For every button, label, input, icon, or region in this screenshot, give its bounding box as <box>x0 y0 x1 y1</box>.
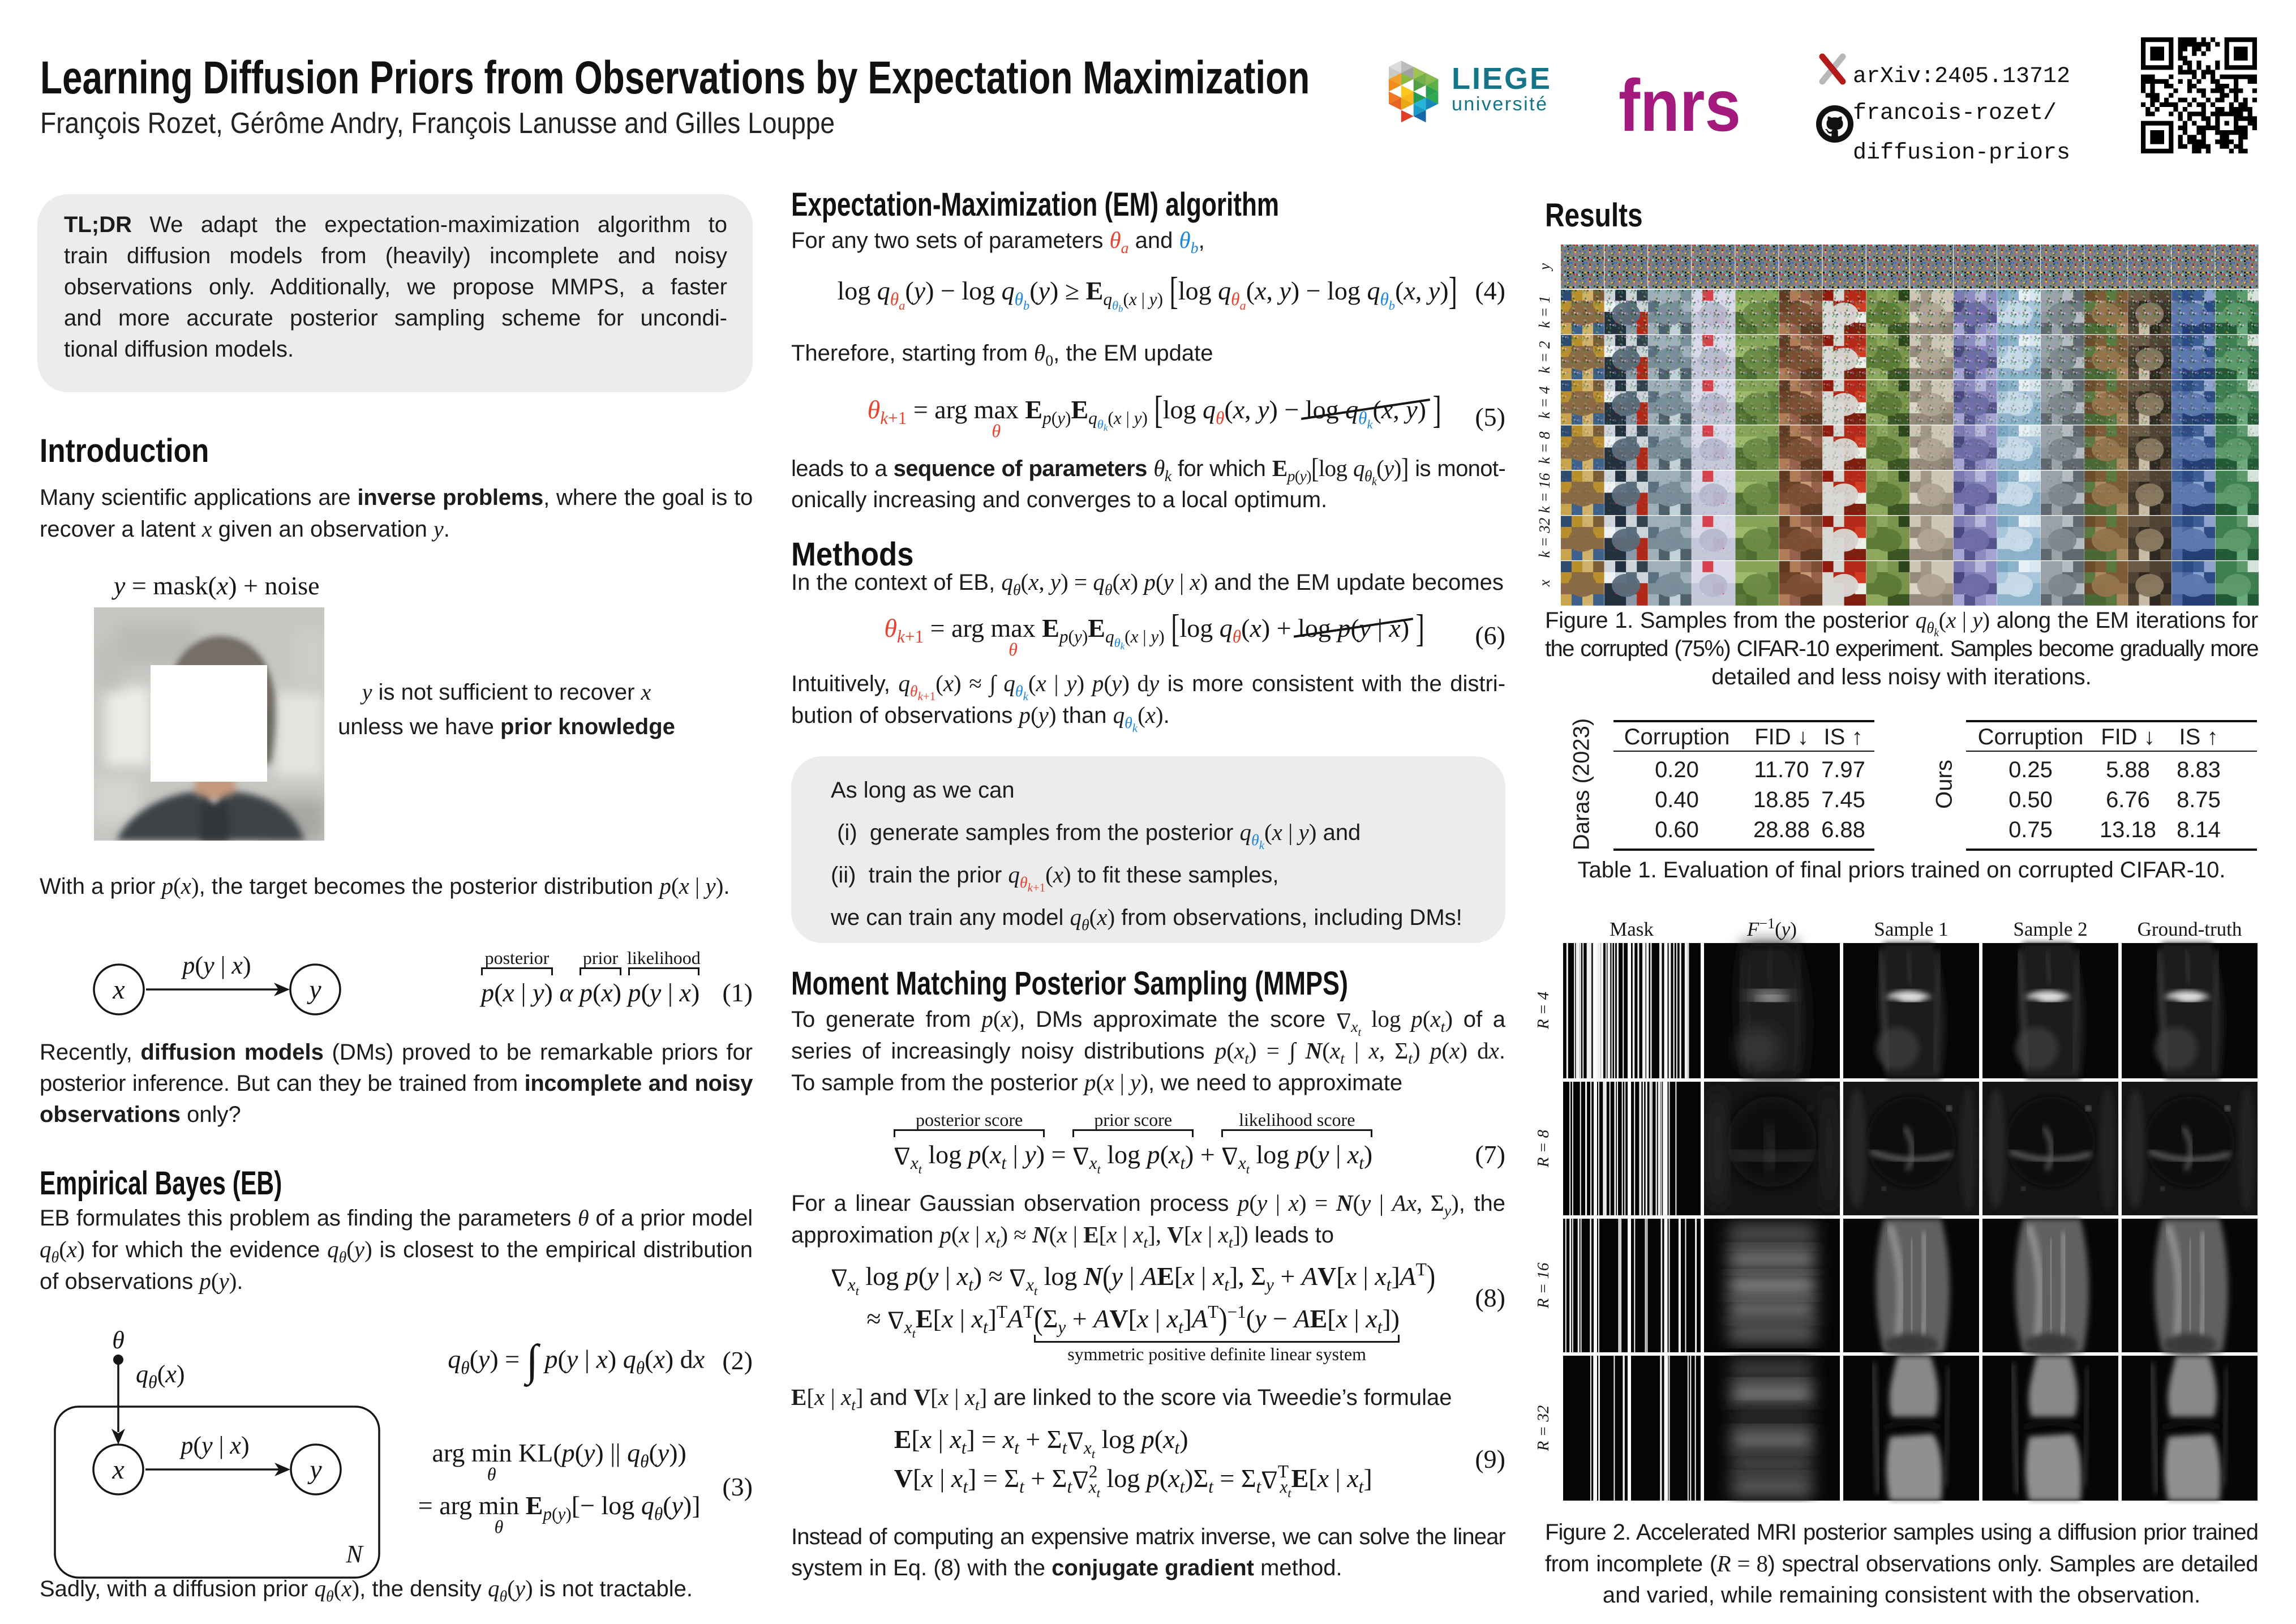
svg-text:université: université <box>1452 93 1547 115</box>
svg-text:y: y <box>1536 263 1553 272</box>
svg-text:k = 8: k = 8 <box>1536 431 1553 464</box>
svg-text:diffusion-priors: diffusion-priors <box>1853 140 2070 166</box>
svg-text:Sample 2: Sample 2 <box>2013 918 2087 940</box>
svg-text:fnrs: fnrs <box>1619 64 1741 139</box>
svg-text:θ: θ <box>112 1326 125 1354</box>
svg-text:k = 16: k = 16 <box>1536 473 1553 513</box>
svg-text:francois-rozet/: francois-rozet/ <box>1853 101 2057 126</box>
svg-text:R = 32: R = 32 <box>1534 1406 1552 1452</box>
svg-text:arXiv:2405.13712: arXiv:2405.13712 <box>1853 64 2070 89</box>
svg-text:x: x <box>111 1455 124 1485</box>
svg-text:R = 4: R = 4 <box>1534 992 1552 1030</box>
svg-text:k = 1: k = 1 <box>1536 295 1553 328</box>
svg-text:k = 2: k = 2 <box>1536 341 1553 373</box>
svg-text:k = 32: k = 32 <box>1536 518 1553 558</box>
svg-text:x: x <box>1536 580 1553 587</box>
svg-text:LIEGE: LIEGE <box>1452 62 1550 96</box>
svg-text:R = 8: R = 8 <box>1534 1129 1552 1168</box>
svg-text:Ground-truth: Ground-truth <box>2138 918 2242 940</box>
svg-text:y: y <box>306 975 321 1005</box>
svg-text:qθ(x): qθ(x) <box>136 1360 185 1392</box>
svg-text:F−1(y): F−1(y) <box>1746 915 1797 940</box>
svg-text:x: x <box>112 975 125 1005</box>
svg-text:Mask: Mask <box>1610 918 1654 940</box>
svg-text:R = 16: R = 16 <box>1534 1262 1552 1309</box>
svg-text:p(y | x): p(y | x) <box>179 1432 249 1459</box>
svg-text:k = 4: k = 4 <box>1536 386 1553 418</box>
svg-text:Sample 1: Sample 1 <box>1874 918 1948 940</box>
svg-text:y: y <box>307 1455 322 1485</box>
svg-text:p(y | x): p(y | x) <box>181 952 251 979</box>
svg-text:N: N <box>345 1540 364 1568</box>
